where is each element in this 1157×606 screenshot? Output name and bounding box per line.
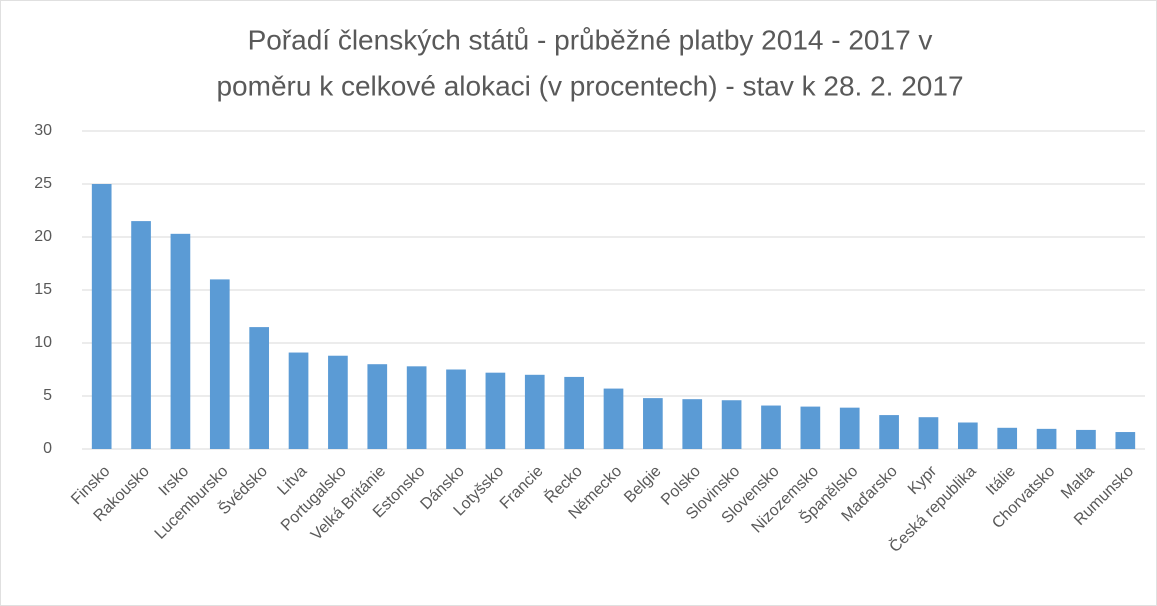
- y-tick-label: 20: [34, 228, 52, 245]
- bar: [249, 327, 270, 449]
- bar: [288, 352, 309, 449]
- bar: [957, 422, 978, 449]
- bar: [328, 355, 348, 449]
- chart-title: Pořadí členských států - průběžné platby…: [248, 24, 933, 55]
- bar: [1076, 429, 1096, 449]
- y-tick-label: 15: [34, 281, 52, 298]
- bar: [721, 400, 742, 449]
- chart-title: poměru k celkové alokaci (v procentech) …: [216, 70, 963, 101]
- bar: [997, 427, 1018, 449]
- bar: [761, 405, 781, 449]
- bar: [524, 374, 545, 449]
- bar: [1115, 432, 1136, 449]
- bar: [800, 406, 821, 449]
- bar: [209, 279, 230, 449]
- bar: [485, 372, 506, 449]
- bar: [131, 221, 151, 449]
- bar: [564, 376, 584, 449]
- y-tick-label: 5: [43, 387, 52, 404]
- bar: [879, 415, 899, 449]
- y-tick-label: 10: [34, 334, 52, 351]
- y-tick-label: 25: [34, 175, 52, 192]
- bar: [446, 369, 466, 449]
- bar: [603, 388, 624, 449]
- bar: [406, 366, 427, 449]
- y-tick-label: 30: [34, 122, 52, 139]
- y-tick-label: 0: [43, 440, 52, 457]
- bar: [918, 417, 939, 449]
- bar: [170, 233, 191, 449]
- bar: [91, 184, 112, 449]
- bar: [682, 399, 703, 449]
- bar: [839, 407, 860, 449]
- bar: [1036, 428, 1057, 449]
- bar: [367, 364, 388, 449]
- bar: [643, 398, 663, 449]
